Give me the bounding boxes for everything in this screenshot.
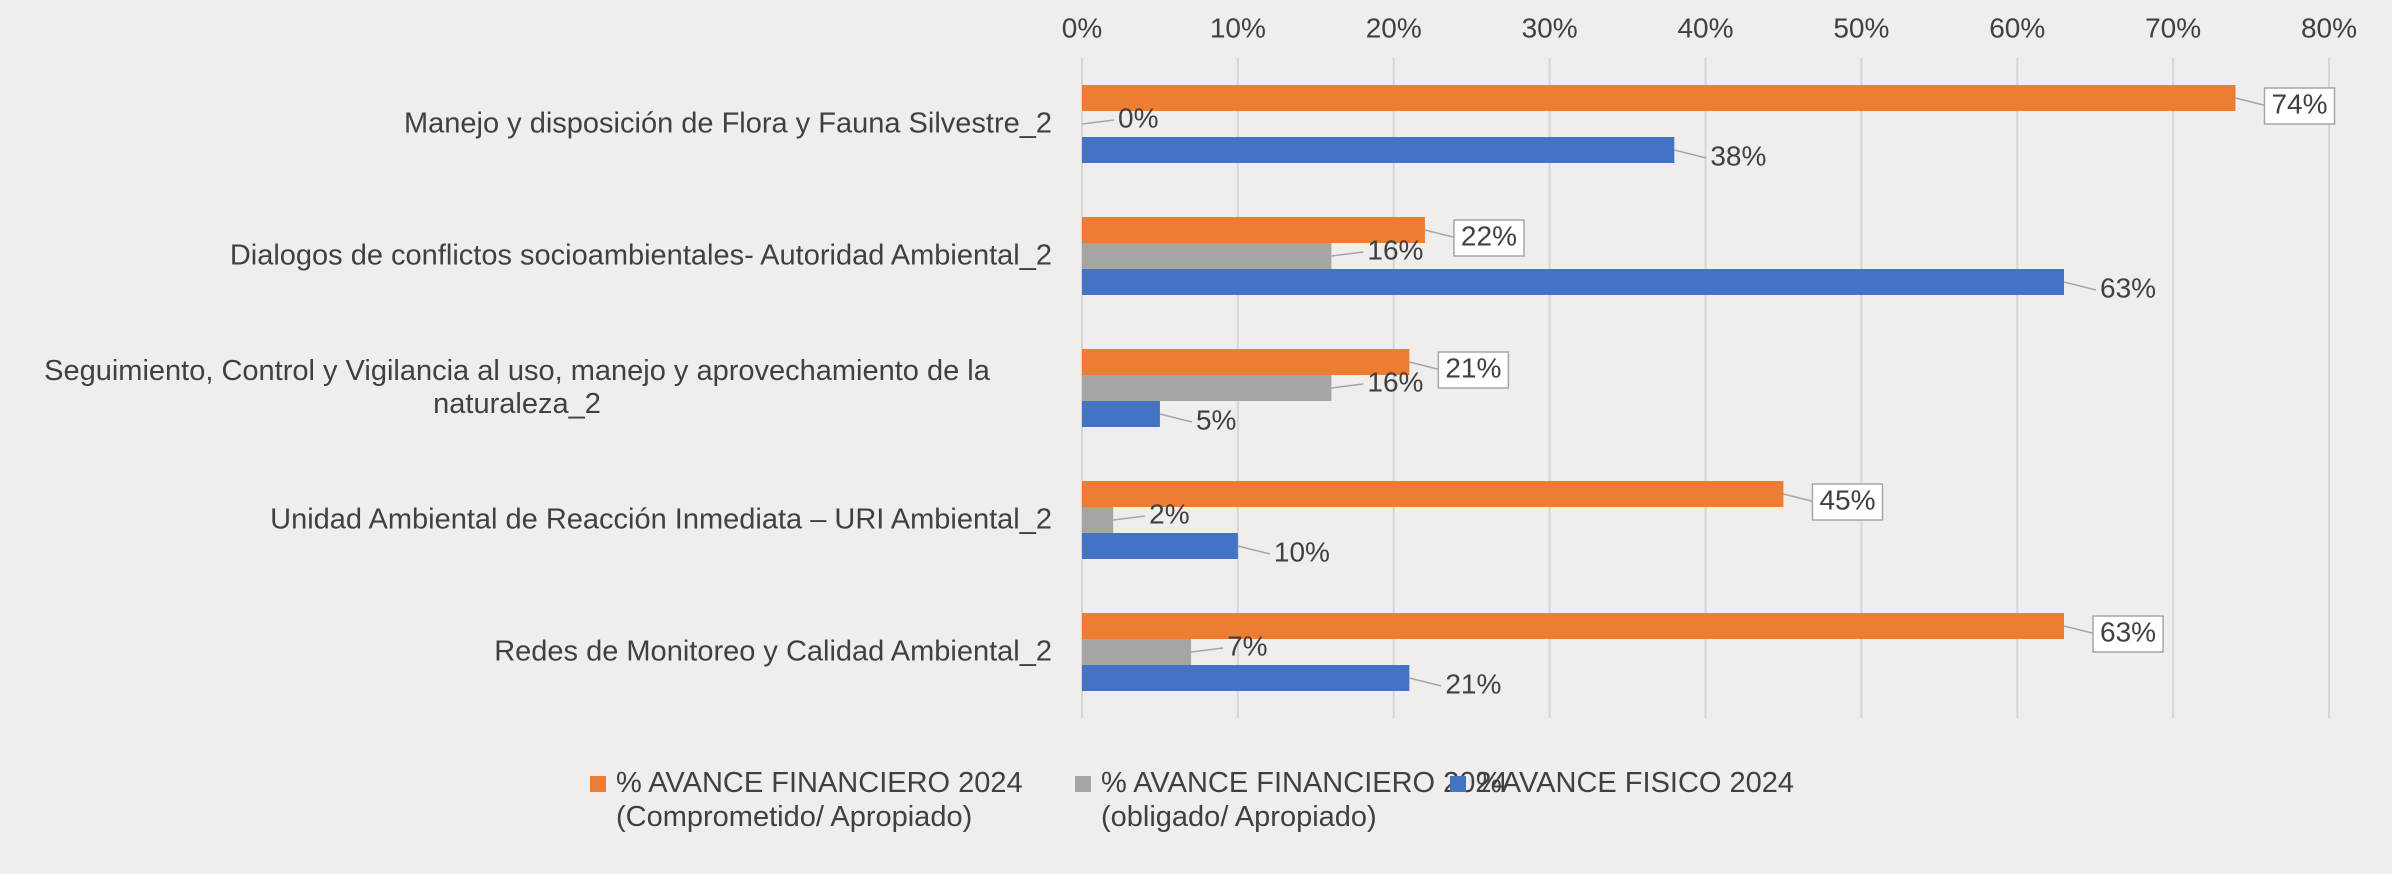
- data-label-box: [1437, 351, 1510, 389]
- y-tick-text: Dialogos de conflictos socioambientales-…: [229, 239, 1052, 272]
- x-tick-label: 20%: [1366, 12, 1422, 43]
- y-tick-label: Unidad Ambiental de Reacción Inmediata –…: [0, 504, 1052, 537]
- y-tick-text: Manejo y disposición de Flora y Fauna Si…: [404, 107, 1052, 140]
- leader-line: [1331, 383, 1364, 389]
- leader-line: [1159, 413, 1193, 423]
- data-label: 10%: [1274, 536, 1330, 567]
- x-tick-label: 60%: [1989, 12, 2045, 43]
- legend-entry: %AVANCE FISICO 2024: [1450, 766, 1976, 800]
- bar: [1082, 613, 2065, 639]
- x-tick-label: 80%: [2301, 12, 2357, 43]
- leader-line: [1783, 493, 1816, 503]
- data-label: 22%: [1461, 220, 1517, 251]
- data-label: 21%: [1445, 352, 1501, 383]
- bar: [1082, 217, 1425, 243]
- leader-line: [1237, 545, 1271, 555]
- leader-line: [1674, 149, 1707, 159]
- bar: [1082, 665, 1410, 691]
- data-label: 63%: [2100, 272, 2156, 303]
- legend-swatch: [590, 776, 606, 792]
- bar: [1082, 85, 2236, 111]
- legend-entry: % AVANCE FINANCIERO 2024 (Comprometido/ …: [590, 766, 1036, 834]
- data-label: 38%: [1710, 140, 1766, 171]
- leader-line: [1331, 251, 1364, 257]
- bar: [1082, 507, 1114, 533]
- data-label-box: [2092, 615, 2164, 653]
- bar: [1082, 243, 1332, 269]
- y-tick-label: Redes de Monitoreo y Calidad Ambiental_2: [0, 636, 1052, 669]
- y-tick-label: Seguimiento, Control y Vigilancia al uso…: [0, 355, 1052, 421]
- data-label-box: [1811, 483, 1884, 521]
- legend-swatch: [1450, 776, 1466, 792]
- leader-line: [1424, 229, 1458, 239]
- y-tick-text: Redes de Monitoreo y Calidad Ambiental_2: [494, 635, 1052, 668]
- data-label: 16%: [1367, 366, 1423, 397]
- leader-line: [1191, 647, 1224, 653]
- data-label: 45%: [1819, 484, 1875, 515]
- bar: [1082, 639, 1192, 665]
- data-label: 21%: [1445, 668, 1501, 699]
- leader-line: [1113, 515, 1146, 521]
- bar: [1082, 269, 2065, 295]
- data-label: 7%: [1227, 630, 1267, 661]
- y-tick-text: Seguimiento, Control y Vigilancia al uso…: [44, 355, 990, 420]
- leader-line: [1081, 119, 1115, 125]
- data-label-box: [1453, 219, 1525, 257]
- data-label: 2%: [1149, 498, 1189, 529]
- data-label: 16%: [1367, 234, 1423, 265]
- leader-line: [2235, 97, 2268, 107]
- leader-line: [1409, 361, 1442, 371]
- x-tick-label: 0%: [1062, 12, 1102, 43]
- bar: [1082, 533, 1238, 559]
- legend-swatch: [1075, 776, 1091, 792]
- leader-line: [2063, 281, 2097, 291]
- y-tick-text: Unidad Ambiental de Reacción Inmediata –…: [270, 503, 1052, 536]
- bar: [1082, 375, 1332, 401]
- bar: [1082, 401, 1160, 427]
- x-tick-label: 50%: [1833, 12, 1889, 43]
- bar: [1082, 481, 1784, 507]
- x-tick-label: 70%: [2145, 12, 2201, 43]
- data-label: 63%: [2100, 616, 2156, 647]
- data-label-box: [2263, 87, 2336, 125]
- y-tick-label: Manejo y disposición de Flora y Fauna Si…: [0, 108, 1052, 141]
- x-tick-label: 30%: [1522, 12, 1578, 43]
- data-label: 0%: [1118, 102, 1158, 133]
- bar: [1082, 137, 1675, 163]
- bar: [1082, 349, 1410, 375]
- data-label: 5%: [1196, 404, 1236, 435]
- y-tick-label: Dialogos de conflictos socioambientales-…: [0, 240, 1052, 273]
- leader-line: [2063, 625, 2097, 635]
- x-tick-label: 10%: [1210, 12, 1266, 43]
- data-label: 74%: [2271, 88, 2327, 119]
- legend-entry: % AVANCE FINANCIERO 2024 (obligado/ Apro…: [1075, 766, 1521, 834]
- leader-line: [1409, 677, 1442, 687]
- x-tick-label: 40%: [1677, 12, 1733, 43]
